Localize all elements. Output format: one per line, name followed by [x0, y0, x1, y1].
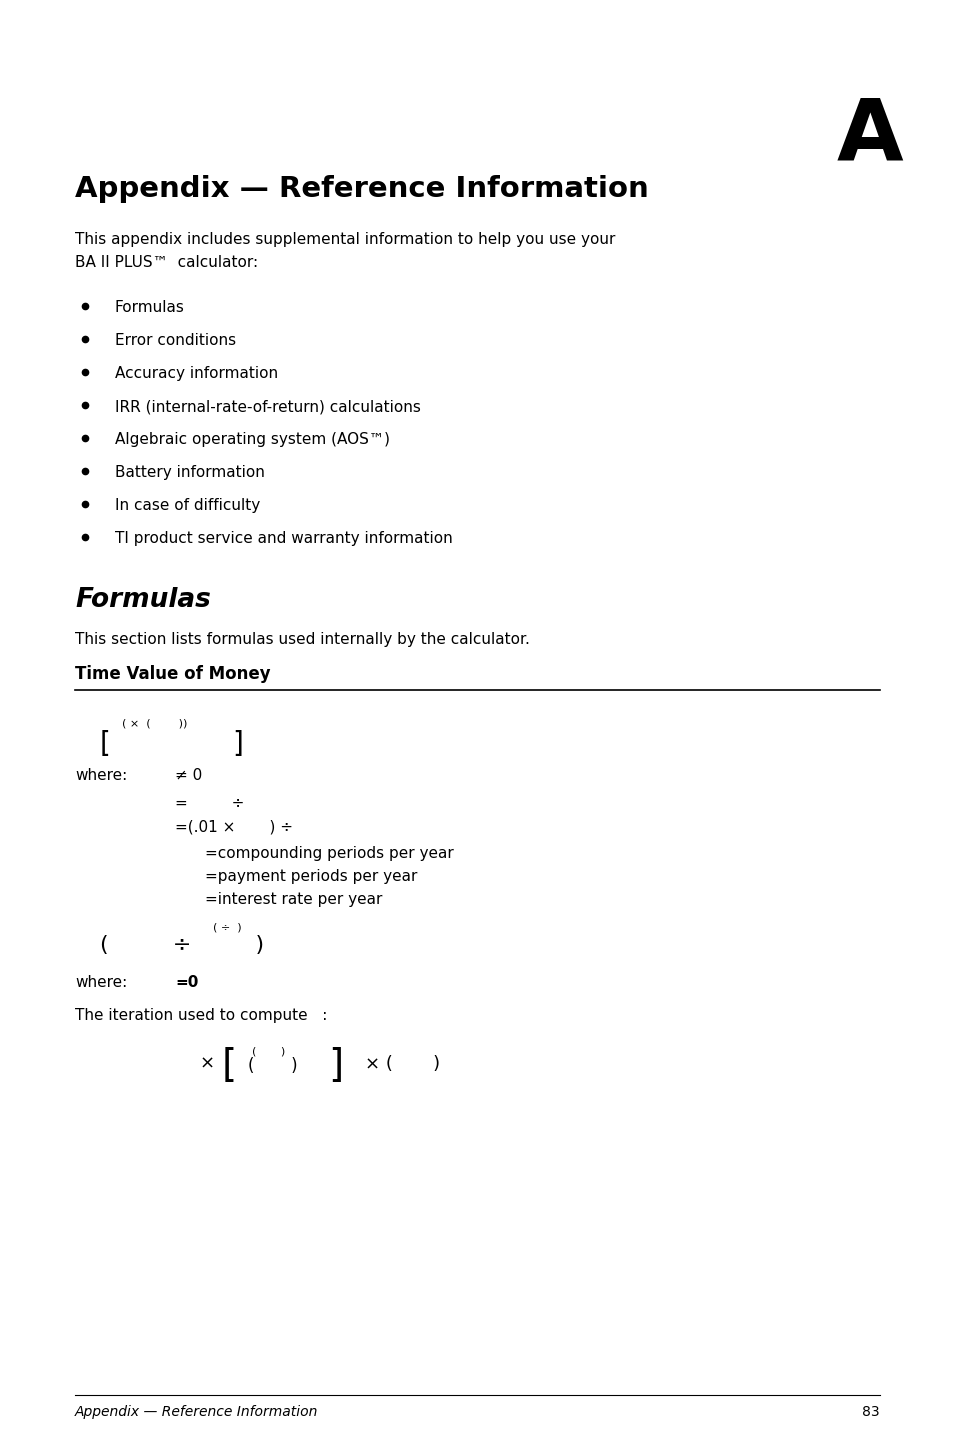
Text: In case of difficulty: In case of difficulty: [115, 498, 260, 513]
Text: This section lists formulas used internally by the calculator.: This section lists formulas used interna…: [75, 632, 529, 648]
Text: [: [: [222, 1048, 237, 1085]
Text: Appendix — Reference Information: Appendix — Reference Information: [75, 1406, 318, 1419]
Text: Error conditions: Error conditions: [115, 333, 236, 348]
Text: =(.01 ×       ) ÷: =(.01 × ) ÷: [174, 820, 293, 835]
Text: The iteration used to compute   :: The iteration used to compute :: [75, 1009, 327, 1023]
Text: (       ): ( ): [248, 1056, 297, 1075]
Text: [: [: [100, 730, 111, 758]
Text: =compounding periods per year: =compounding periods per year: [205, 846, 454, 861]
Text: (         ÷         ): ( ÷ ): [100, 935, 264, 955]
Text: where:: where:: [75, 975, 127, 990]
Text: × (       ): × ( ): [365, 1055, 439, 1074]
Text: =payment periods per year: =payment periods per year: [205, 869, 417, 884]
Text: =interest rate per year: =interest rate per year: [205, 893, 382, 907]
Text: Accuracy information: Accuracy information: [115, 367, 278, 381]
Text: ≠ 0: ≠ 0: [174, 768, 202, 782]
Text: =0: =0: [174, 975, 198, 990]
Text: Appendix — Reference Information: Appendix — Reference Information: [75, 175, 648, 203]
Text: ( ÷  ): ( ÷ ): [213, 923, 241, 933]
Text: Formulas: Formulas: [75, 587, 211, 613]
Text: BA II PLUS™  calculator:: BA II PLUS™ calculator:: [75, 255, 258, 270]
Text: 83: 83: [862, 1406, 879, 1419]
Text: Algebraic operating system (AOS™): Algebraic operating system (AOS™): [115, 432, 390, 446]
Text: (       ): ( ): [252, 1048, 285, 1056]
Text: ]: ]: [328, 1048, 343, 1085]
Text: This appendix includes supplemental information to help you use your: This appendix includes supplemental info…: [75, 232, 615, 246]
Text: ]: ]: [232, 730, 243, 758]
Text: IRR (internal-rate-of-return) calculations: IRR (internal-rate-of-return) calculatio…: [115, 398, 420, 414]
Text: ×: ×: [200, 1055, 214, 1074]
Text: ( ×  (        )): ( × ( )): [122, 719, 187, 727]
Text: TI product service and warranty information: TI product service and warranty informat…: [115, 530, 453, 546]
Text: where:: where:: [75, 768, 127, 782]
Text: Battery information: Battery information: [115, 465, 265, 480]
Text: =         ÷: = ÷: [174, 796, 244, 811]
Text: A: A: [836, 96, 902, 178]
Text: Formulas: Formulas: [115, 300, 185, 314]
Text: Time Value of Money: Time Value of Money: [75, 665, 271, 682]
